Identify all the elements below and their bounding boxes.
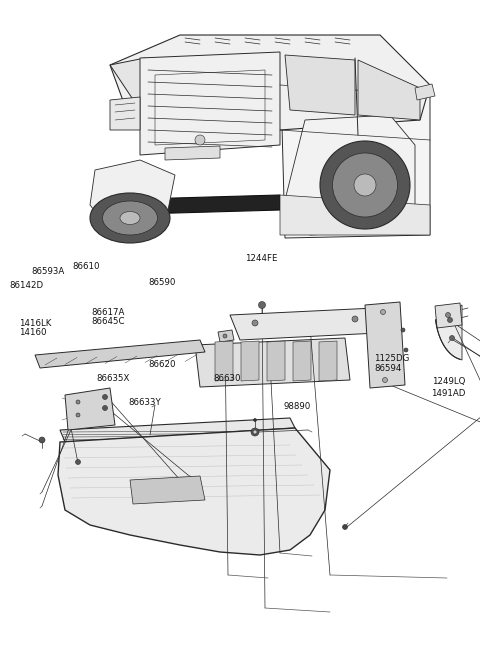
Text: 1125DG: 1125DG bbox=[374, 354, 410, 363]
Ellipse shape bbox=[447, 318, 453, 322]
Text: 86142D: 86142D bbox=[10, 281, 44, 290]
Polygon shape bbox=[140, 52, 280, 155]
Polygon shape bbox=[285, 55, 355, 115]
Ellipse shape bbox=[251, 428, 259, 436]
Text: 86594: 86594 bbox=[374, 364, 402, 373]
Text: 14160: 14160 bbox=[19, 328, 47, 337]
Text: 86617A: 86617A bbox=[91, 308, 125, 317]
Text: 86590: 86590 bbox=[149, 278, 176, 288]
Ellipse shape bbox=[259, 301, 265, 309]
Ellipse shape bbox=[401, 328, 405, 332]
Ellipse shape bbox=[333, 153, 397, 217]
Polygon shape bbox=[358, 60, 420, 120]
Ellipse shape bbox=[320, 141, 410, 229]
Ellipse shape bbox=[120, 212, 140, 225]
Ellipse shape bbox=[343, 525, 348, 529]
Ellipse shape bbox=[103, 394, 108, 400]
Polygon shape bbox=[293, 341, 311, 381]
Polygon shape bbox=[58, 428, 330, 555]
Polygon shape bbox=[65, 388, 115, 430]
Polygon shape bbox=[218, 330, 234, 342]
Ellipse shape bbox=[223, 334, 227, 338]
Ellipse shape bbox=[381, 310, 385, 314]
Ellipse shape bbox=[445, 312, 451, 318]
Polygon shape bbox=[60, 418, 295, 442]
Polygon shape bbox=[280, 52, 430, 238]
Ellipse shape bbox=[354, 174, 376, 196]
Text: 98890: 98890 bbox=[283, 402, 311, 411]
Text: 86630: 86630 bbox=[214, 374, 241, 383]
Text: 1244FE: 1244FE bbox=[245, 254, 277, 263]
Polygon shape bbox=[110, 58, 175, 110]
Polygon shape bbox=[195, 338, 350, 387]
Ellipse shape bbox=[252, 320, 258, 326]
Polygon shape bbox=[365, 302, 405, 388]
Text: 86635X: 86635X bbox=[96, 374, 130, 383]
Polygon shape bbox=[285, 115, 415, 235]
Ellipse shape bbox=[76, 400, 80, 404]
Polygon shape bbox=[319, 341, 337, 381]
Ellipse shape bbox=[75, 460, 81, 464]
Polygon shape bbox=[215, 341, 233, 381]
Ellipse shape bbox=[39, 437, 45, 443]
Ellipse shape bbox=[404, 348, 408, 352]
Polygon shape bbox=[105, 195, 280, 215]
Text: 1249LQ: 1249LQ bbox=[432, 377, 466, 386]
Text: 86593A: 86593A bbox=[31, 267, 64, 276]
Polygon shape bbox=[35, 340, 205, 368]
Ellipse shape bbox=[253, 430, 257, 434]
Polygon shape bbox=[267, 341, 285, 381]
Polygon shape bbox=[280, 195, 430, 235]
Polygon shape bbox=[435, 303, 462, 328]
Text: 86645C: 86645C bbox=[91, 317, 125, 326]
Ellipse shape bbox=[383, 377, 387, 383]
Polygon shape bbox=[415, 84, 435, 100]
Polygon shape bbox=[230, 308, 378, 340]
Polygon shape bbox=[165, 146, 220, 160]
Ellipse shape bbox=[253, 419, 256, 422]
Polygon shape bbox=[241, 341, 259, 381]
Polygon shape bbox=[435, 305, 462, 360]
Text: 86620: 86620 bbox=[149, 360, 176, 369]
Text: 1491AD: 1491AD bbox=[431, 388, 466, 398]
Text: 86610: 86610 bbox=[72, 262, 99, 271]
Polygon shape bbox=[130, 476, 205, 504]
Text: 1416LK: 1416LK bbox=[19, 319, 51, 328]
Ellipse shape bbox=[90, 193, 170, 243]
Ellipse shape bbox=[76, 413, 80, 417]
Polygon shape bbox=[110, 35, 430, 130]
Ellipse shape bbox=[103, 201, 157, 235]
Polygon shape bbox=[90, 160, 175, 230]
Ellipse shape bbox=[103, 405, 108, 411]
Ellipse shape bbox=[449, 335, 455, 341]
Ellipse shape bbox=[195, 135, 205, 145]
Polygon shape bbox=[110, 97, 140, 130]
Text: 86633Y: 86633Y bbox=[128, 398, 161, 407]
Ellipse shape bbox=[352, 316, 358, 322]
